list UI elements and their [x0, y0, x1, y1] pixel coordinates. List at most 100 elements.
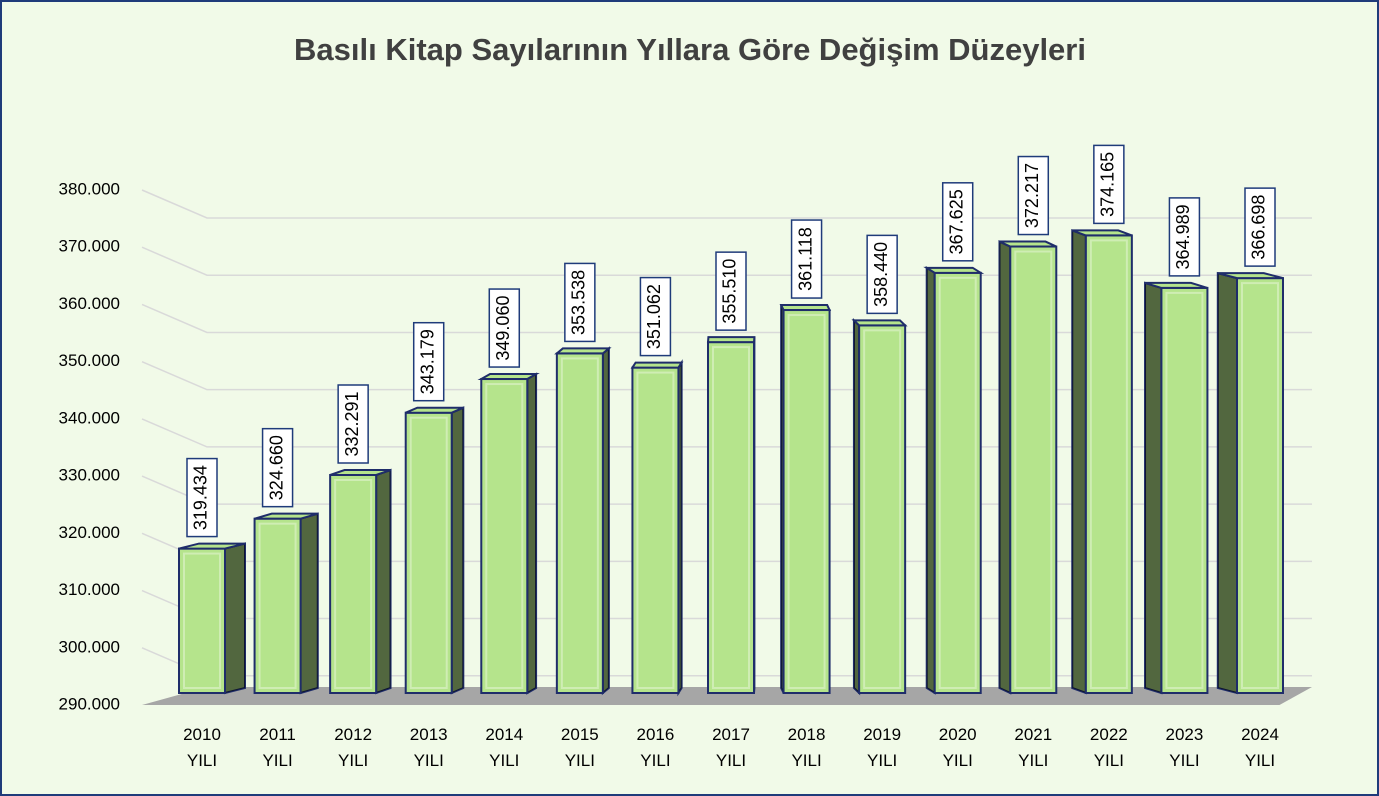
- x-tick-label: 2013 YILI: [409, 725, 448, 770]
- value-label-box: [1244, 187, 1276, 267]
- value-label: 366.698: [1249, 195, 1269, 260]
- bar-side-shade: [1217, 273, 1237, 693]
- x-tick-label: 2020 YILI: [938, 725, 977, 770]
- value-label: 374.165: [1098, 152, 1118, 217]
- chart-title: Basılı Kitap Sayılarının Yıllara Göre De…: [294, 32, 1086, 67]
- value-label: 372.217: [1022, 163, 1042, 228]
- bar: [1160, 286, 1209, 694]
- value-label: 367.625: [946, 189, 966, 254]
- bar-group: [851, 318, 908, 696]
- value-label: 332.291: [342, 391, 362, 456]
- bar-highlight: [863, 329, 902, 689]
- x-tick-label: 2010 YILI: [183, 725, 221, 770]
- x-tick-label: 2011 YILI: [259, 725, 296, 770]
- bar-highlight: [560, 357, 599, 689]
- value-label-box: [186, 457, 218, 538]
- bar: [933, 271, 982, 694]
- x-tick-label: 2017 YILI: [712, 725, 750, 770]
- bar: [631, 366, 680, 694]
- value-label-box: [790, 219, 823, 299]
- value-label: 355.510: [720, 259, 740, 324]
- bar-top: [1144, 281, 1208, 289]
- bar-group: [1071, 228, 1133, 695]
- grid-line: [141, 189, 1312, 219]
- bar-side-shade: [451, 407, 464, 693]
- bar-side-shade: [376, 470, 391, 693]
- bar-highlight: [636, 371, 675, 689]
- bar-highlight: [183, 552, 221, 689]
- bar-top: [329, 469, 391, 477]
- bar-top: [178, 542, 246, 550]
- value-label: 353.538: [569, 270, 589, 335]
- bar-highlight: [334, 479, 373, 689]
- bar-top: [779, 304, 832, 312]
- bar-side-shade: [1072, 230, 1086, 693]
- bar-side-shade: [300, 513, 318, 693]
- bar-group: [329, 468, 392, 695]
- value-label-box: [488, 288, 521, 368]
- x-tick-label: 2012 YILI: [334, 725, 373, 770]
- bar-highlight: [409, 416, 448, 689]
- bar-group: [923, 266, 985, 695]
- bar-highlight: [258, 522, 297, 690]
- y-tick-label: 320.000: [59, 523, 120, 542]
- bar-group: [554, 346, 612, 696]
- bar-group: [630, 359, 684, 697]
- value-label-box: [337, 384, 369, 464]
- bar-top: [706, 336, 756, 344]
- x-tick-label: 2023 YILI: [1165, 725, 1204, 770]
- bar-side-shade: [225, 543, 245, 693]
- bar-side-shade: [527, 374, 537, 693]
- value-label-box: [941, 182, 974, 262]
- bar: [404, 411, 453, 694]
- bar: [253, 517, 302, 695]
- bar-top: [630, 361, 684, 369]
- bar-group: [404, 406, 465, 695]
- bar-top: [554, 347, 612, 355]
- x-tick-label: 2015 YILI: [560, 725, 599, 770]
- y-tick-label: 380.000: [59, 179, 120, 198]
- value-label-box: [1168, 197, 1201, 277]
- x-tick-label: 2019 YILI: [863, 725, 902, 770]
- y-tick-label: 340.000: [59, 408, 120, 427]
- bar: [782, 309, 831, 694]
- bar-highlight: [712, 346, 750, 689]
- bar-side-shade: [926, 267, 935, 693]
- bar-top: [923, 266, 985, 274]
- x-tick-label: 2024 YILI: [1241, 725, 1279, 770]
- value-label-box: [261, 427, 294, 508]
- value-label: 319.434: [191, 465, 211, 530]
- value-label-box: [1093, 144, 1125, 225]
- bar-highlight: [485, 383, 524, 689]
- value-label-box: [1017, 155, 1050, 236]
- bar-top: [477, 373, 540, 381]
- bar-highlight: [1014, 250, 1053, 690]
- bar-group: [1144, 281, 1209, 695]
- bar-side-shade: [1145, 282, 1162, 693]
- bar-side-shade: [853, 320, 860, 693]
- bar-top: [405, 406, 464, 414]
- bar: [707, 341, 755, 694]
- value-label: 324.660: [266, 435, 286, 500]
- bar-highlight: [1165, 291, 1204, 689]
- bar: [555, 352, 604, 694]
- bar-group: [998, 239, 1058, 695]
- bar: [178, 547, 226, 694]
- value-label: 358.440: [871, 242, 891, 307]
- x-tick-label: 2014 YILI: [485, 725, 524, 770]
- value-label: 349.060: [493, 296, 513, 361]
- value-label-box: [639, 276, 672, 357]
- bar-group: [706, 336, 756, 694]
- bar: [858, 324, 907, 694]
- bar-top: [254, 512, 319, 520]
- value-label-box: [715, 251, 747, 331]
- bar: [329, 474, 378, 694]
- bar-highlight: [1241, 282, 1279, 689]
- value-label: 364.989: [1173, 204, 1193, 269]
- y-tick-label: 290.000: [59, 694, 120, 713]
- value-label-box: [564, 262, 596, 343]
- bar: [1236, 277, 1284, 694]
- bar-top: [1071, 229, 1133, 237]
- bar-top: [851, 319, 908, 327]
